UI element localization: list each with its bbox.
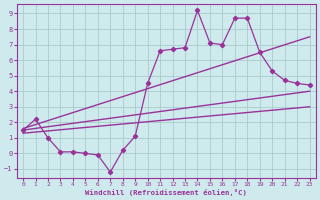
X-axis label: Windchill (Refroidissement éolien,°C): Windchill (Refroidissement éolien,°C) <box>85 189 247 196</box>
